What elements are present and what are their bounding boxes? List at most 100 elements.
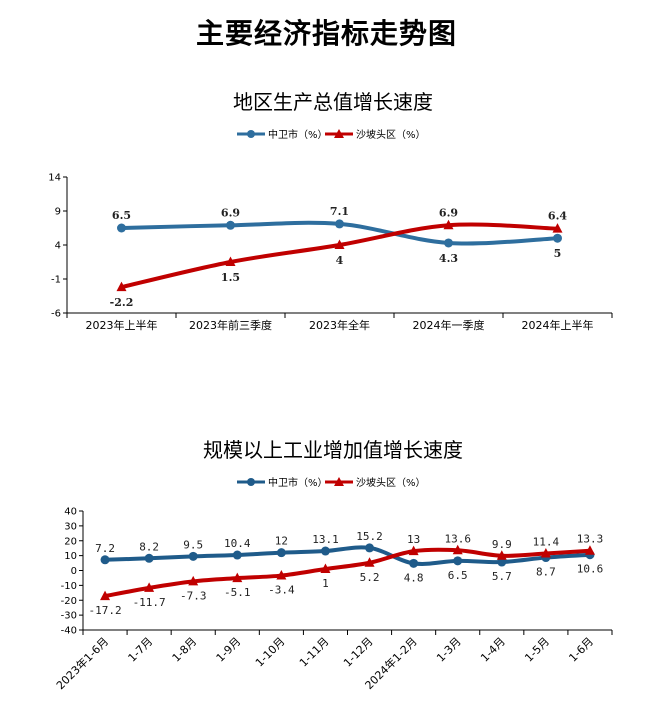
chart-legend: 中卫市（%） 沙坡头区（%） <box>237 128 426 141</box>
data-label: 12 <box>275 535 288 548</box>
data-point <box>408 545 419 556</box>
chart-axes: -6 -1 4 9 14 2023年上半年 2023年前三季度 2023年全年 2024年一季度… <box>48 173 613 332</box>
data-point <box>320 563 331 574</box>
data-label: 6.9 <box>439 206 458 219</box>
data-point <box>232 572 243 583</box>
y-tick-label: 14 <box>48 173 61 184</box>
data-point <box>444 238 453 248</box>
legend-label: 沙坡头区（%） <box>356 128 426 141</box>
data-point <box>365 543 375 553</box>
data-label: 8.7 <box>536 566 556 579</box>
data-label: 13.1 <box>312 533 339 546</box>
y-tick-label: -6 <box>51 309 61 320</box>
legend-marker-triangle <box>334 477 344 486</box>
data-point <box>100 590 111 601</box>
data-label: -11.7 <box>133 596 166 609</box>
legend-marker-circle <box>247 130 255 138</box>
data-point <box>553 233 562 243</box>
chart-series <box>116 219 563 292</box>
data-label: -7.3 <box>180 589 207 602</box>
y-tick-label: 20 <box>64 536 77 547</box>
y-tick-label: 40 <box>64 507 77 518</box>
legend-label: 沙坡头区（%） <box>356 476 426 489</box>
data-label: 7.1 <box>330 205 349 218</box>
data-label: 6.5 <box>112 209 131 222</box>
y-tick-label: -10 <box>61 581 77 592</box>
data-label: 13.3 <box>577 533 604 546</box>
data-point <box>409 558 419 568</box>
data-label: -3.4 <box>268 584 295 597</box>
data-label: 13.6 <box>444 532 471 545</box>
data-point <box>335 219 344 229</box>
data-label: 4 <box>336 254 344 267</box>
data-label: 5.7 <box>492 570 512 583</box>
data-point <box>226 220 235 230</box>
data-label: 10.4 <box>224 537 251 550</box>
x-tick-label: 1-10月 <box>253 635 288 670</box>
x-tick-label: 1-3月 <box>434 635 464 665</box>
data-labels: 7.2 -17.2 8.2 -11.7 9.5 -7.3 10.4 -5.1 12 -3.4 13.… <box>88 530 603 617</box>
x-tick-label: 1-11月 <box>297 635 332 670</box>
legend-label: 中卫市（%） <box>268 128 328 141</box>
y-tick-label: -20 <box>61 596 77 607</box>
chart-industrial-growth: 规模以上工业增加值增长速度 中卫市（%） 沙坡头区（%） -40 -30 -20 -10… <box>53 438 613 692</box>
data-label: 5 <box>554 247 562 260</box>
chart-gdp-growth: 地区生产总值增长速度 中卫市（%） 沙坡头区（%） -6 -1 4 9 14 2023年上半… <box>48 90 613 332</box>
data-labels: 6.5 -2.2 6.9 1.5 7.1 4 4.3 6.9 5 6.4 <box>110 205 568 309</box>
y-tick-label: -30 <box>61 611 77 622</box>
x-tick-label: 2023年全年 <box>309 318 370 332</box>
y-tick-label: 0 <box>71 566 77 577</box>
y-tick-label: 4 <box>55 241 61 252</box>
x-tick-label: 1-7月 <box>126 635 156 665</box>
y-tick-label: -40 <box>61 626 77 637</box>
data-point <box>100 555 110 565</box>
data-label: 6.4 <box>548 210 567 223</box>
data-label: 6.5 <box>448 569 468 582</box>
data-point <box>225 256 236 266</box>
data-label: 1 <box>322 577 329 590</box>
data-label: 15.2 <box>356 530 383 543</box>
data-point <box>144 553 154 563</box>
data-point <box>453 556 463 566</box>
x-tick-label: 2023年上半年 <box>86 318 158 332</box>
data-label: 9.9 <box>492 538 512 551</box>
data-point <box>552 223 563 233</box>
data-label: 4.3 <box>439 252 458 265</box>
data-point <box>540 548 551 558</box>
y-tick-label: 9 <box>55 207 61 218</box>
x-tick-label: 1-4月 <box>478 635 508 665</box>
data-point <box>232 550 242 560</box>
data-point <box>188 575 199 586</box>
y-tick-label: 10 <box>64 551 77 562</box>
data-label: -5.1 <box>224 586 251 599</box>
data-label: 13 <box>407 533 420 546</box>
chart-title: 地区生产总值增长速度 <box>233 90 433 114</box>
legend-label: 中卫市（%） <box>268 476 328 489</box>
y-tick-label: -1 <box>51 275 61 286</box>
data-label: 5.2 <box>360 571 380 584</box>
data-point <box>584 545 595 555</box>
x-tick-label: 1-8月 <box>170 635 200 665</box>
x-tick-label: 1-6月 <box>566 635 596 665</box>
data-label: 6.9 <box>221 206 240 219</box>
data-label: -2.2 <box>110 296 134 309</box>
chart-title: 规模以上工业增加值增长速度 <box>203 438 463 462</box>
data-label: 8.2 <box>139 540 159 553</box>
data-point <box>188 551 198 561</box>
x-tick-label: 2024年上半年 <box>522 318 594 332</box>
data-point <box>117 223 126 233</box>
series-line-shapotou <box>103 547 592 599</box>
data-point <box>276 570 287 580</box>
data-point <box>334 239 345 249</box>
page-title: 主要经济指标走势图 <box>195 17 457 50</box>
x-tick-label: 1-12月 <box>341 635 376 670</box>
data-label: 11.4 <box>533 536 560 549</box>
data-label: 10.6 <box>577 563 604 576</box>
x-tick-label: 2023年1-6月 <box>53 634 111 692</box>
data-label: 4.8 <box>404 571 424 584</box>
chart-series <box>100 543 595 601</box>
chart-legend: 中卫市（%） 沙坡头区（%） <box>237 476 426 489</box>
data-point <box>496 550 507 560</box>
data-label: 9.5 <box>183 538 203 551</box>
data-point <box>144 582 155 592</box>
